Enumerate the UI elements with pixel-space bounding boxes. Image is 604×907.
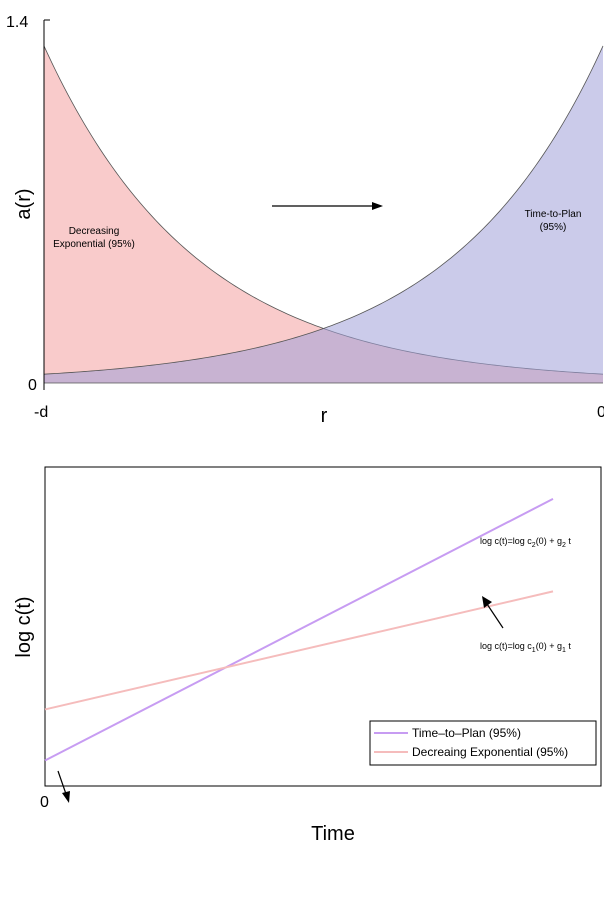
series-label-decreasing-line1: Decreasing (69, 226, 120, 237)
shift-arrow (272, 202, 383, 210)
series-line-decreasing-exponential (44, 590, 554, 711)
x-tick-label-left: -d (34, 404, 48, 421)
x-axis-label: r (321, 405, 328, 427)
annotation-line-2: log c(t)=log c2(0) + g2 t (480, 536, 571, 549)
legend-box (369, 720, 597, 766)
growth-arrow (482, 596, 504, 629)
y-tick-label-bottom: 0 (28, 377, 37, 394)
series-line-time-to-plan (44, 498, 554, 762)
y-tick-label-top: 1.4 (6, 14, 28, 31)
intercept-arrow (57, 770, 70, 803)
x-tick-label-right: 0 (597, 404, 604, 421)
series-label-ttp-line1: Time-to-Plan (525, 209, 582, 220)
plot-frame (44, 466, 602, 787)
area-chart: 1.4 0 -d 0 r a(r) Decreasing Exponential… (6, 14, 604, 427)
legend-label-decreasing-exponential: Decreaing Exponential (95%) (412, 745, 568, 759)
y-axis-label: a(r) (13, 188, 35, 219)
x-axis-label-time: Time (311, 823, 355, 845)
area-decreasing-exponential (44, 45, 603, 384)
series-label-ttp-line2: (95%) (540, 222, 567, 233)
legend: Time–to–Plan (95%) Decreaing Exponential… (369, 720, 597, 766)
series-label-decreasing-line2: Exponential (95%) (53, 239, 135, 250)
area-time-to-plan (44, 45, 603, 384)
x-tick-label-zero: 0 (40, 794, 49, 811)
line-chart: 0 Time log c(t) log c(t)=log c2(0) + g2 … (13, 466, 602, 845)
curve-time-to-plan (43, 45, 604, 375)
annotation-line-1: log c(t)=log c1(0) + g1 t (480, 641, 571, 654)
y-axis-label-logc: log c(t) (13, 596, 35, 657)
legend-label-time-to-plan: Time–to–Plan (95%) (412, 726, 521, 740)
